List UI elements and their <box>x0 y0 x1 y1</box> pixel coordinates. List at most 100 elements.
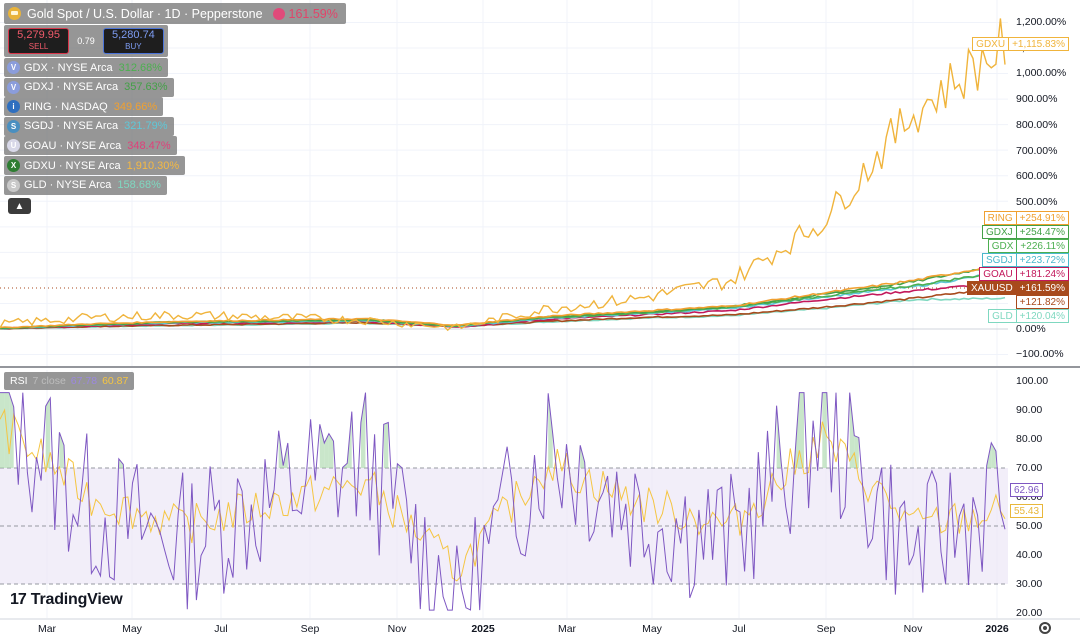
rsi-legend[interactable]: RSI 7 close 67.78 60.87 <box>4 372 135 390</box>
price-axis-label: 1,000.00% <box>1016 67 1067 79</box>
rsi-overbought-fill <box>383 422 389 468</box>
series-tag-value: +121.82% <box>1015 295 1069 309</box>
rsi-overbought-fill <box>849 392 855 468</box>
rsi-ma-line <box>0 408 1006 582</box>
tradingview-logo-mark: 17 <box>10 591 27 608</box>
rsi-ma-value: 60.87 <box>102 375 129 387</box>
tradingview-logo-text: TradingView <box>30 591 123 608</box>
rsi-overbought-fill <box>328 433 334 468</box>
series-tag-value: +226.11% <box>1016 239 1069 253</box>
symbol-logo-icon: X <box>7 159 20 172</box>
time-axis-label: 2025 <box>471 623 495 635</box>
buy-button[interactable]: 5,280.74 BUY <box>102 28 164 54</box>
series-price-tag: SGDJ +223.72% <box>982 253 1069 267</box>
symbol-logo-icon: V <box>7 80 20 94</box>
legend-row[interactable]: i RING · NASDAQ 349.66% <box>4 97 164 117</box>
legend-value: 348.47% <box>127 139 171 152</box>
sell-button[interactable]: 5,279.95 SELL <box>8 28 70 54</box>
legend-row[interactable]: X GDXU · NYSE Arca 1,910.30% <box>4 156 186 175</box>
series-price-tag: +121.82% <box>1015 295 1069 309</box>
rsi-overbought-fill <box>548 393 553 468</box>
series-price-tag: RING +254.91% <box>983 211 1069 225</box>
tradingview-logo[interactable]: 17 TradingView <box>10 591 123 609</box>
legend-row[interactable]: S GLD · NYSE Arca 158.68% <box>4 175 167 195</box>
buy-price: 5,280.74 <box>111 29 155 41</box>
symbol-logo-icon: i <box>7 100 20 114</box>
rsi-overbought-fill <box>59 432 64 468</box>
time-axis-label: May <box>122 623 142 635</box>
series-tag-symbol: XAUUSD <box>966 281 1016 295</box>
rsi-axis-label: 80.00 <box>1016 433 1043 445</box>
rsi-overbought-fill <box>319 424 325 468</box>
symbol-logo-icon: V <box>7 61 20 74</box>
series-line-gdxu <box>0 18 1006 332</box>
series-price-tag: GDX +226.11% <box>987 239 1069 253</box>
sell-price: 5,279.95 <box>17 29 60 41</box>
rsi-params: 7 close <box>32 375 66 387</box>
rsi-overbought-fill <box>45 398 51 468</box>
legend-value: 1,910.30% <box>126 159 180 172</box>
time-axis-label: Nov <box>387 623 407 635</box>
legend-row[interactable]: V GDX · NYSE Arca 312.68% <box>4 58 169 77</box>
time-axis-label: Sep <box>300 623 320 635</box>
rsi-tag-value: 55.43 <box>1010 504 1044 518</box>
time-axis-label: Nov <box>903 623 923 635</box>
series-price-tag: GLD +120.04% <box>988 309 1069 323</box>
symbol-logo-icon: U <box>7 139 20 153</box>
series-tag-value: +254.47% <box>1015 225 1069 239</box>
rsi-tag-value: 62.96 <box>1010 483 1044 497</box>
legend-value: 321.79% <box>124 120 168 133</box>
legend-value: 349.66% <box>113 100 158 113</box>
legend-value: 312.68% <box>118 61 163 74</box>
rsi-axis-label: 90.00 <box>1016 404 1043 416</box>
price-axis-label: 600.00% <box>1016 170 1058 182</box>
price-axis-label: 900.00% <box>1016 93 1058 105</box>
rsi-axis-label: 100.00 <box>1016 375 1049 387</box>
price-axis-label: 500.00% <box>1016 196 1058 208</box>
rsi-overbought-fill <box>0 392 5 468</box>
time-axis-label: Jul <box>732 623 746 635</box>
symbol-title: Gold Spot / U.S. Dollar · 1D · Peppersto… <box>27 6 263 21</box>
rsi-axis-label: 50.00 <box>1016 520 1043 532</box>
series-tag-symbol: GDXJ <box>982 225 1016 239</box>
series-tag-symbol: GLD <box>988 309 1016 323</box>
series-price-tag: GDXJ +254.47% <box>982 225 1069 239</box>
rsi-axis-label: 30.00 <box>1016 578 1043 590</box>
legend-row[interactable]: U GOAU · NYSE Arca 348.47% <box>4 136 177 156</box>
price-axis-label: 700.00% <box>1016 145 1058 157</box>
rsi-label: RSI <box>10 375 28 387</box>
series-price-tag: XAUUSD +161.59% <box>966 281 1069 295</box>
symbol-change-value: 161.59% <box>288 6 338 21</box>
rsi-axis-label: 20.00 <box>1016 607 1043 619</box>
series-tag-value: +120.04% <box>1015 309 1069 323</box>
series-tag-value: +161.59% <box>1015 281 1069 295</box>
legend-symbol: GLD · NYSE Arca <box>24 179 112 192</box>
series-tag-symbol: GDX <box>987 239 1017 253</box>
collapse-legend-button[interactable]: ▲ <box>8 198 31 214</box>
time-axis-label: Mar <box>37 623 57 635</box>
series-line-xauusd <box>0 287 1006 330</box>
series-tag-symbol: GDXU <box>972 37 1009 51</box>
symbol-logo-icon: S <box>7 119 20 133</box>
chevron-up-icon: ▲ <box>14 200 25 212</box>
rsi-value: 67.78 <box>70 375 98 387</box>
rsi-overbought-fill <box>118 458 124 468</box>
settings-gear-icon[interactable] <box>1039 622 1051 634</box>
legend-value: 158.68% <box>117 179 161 192</box>
rsi-line <box>0 392 1006 611</box>
trade-panel: 5,279.95 SELL 0.79 5,280.74 BUY <box>4 25 168 57</box>
symbol-logo-icon: S <box>7 178 20 192</box>
series-tag-value: +181.24% <box>1015 267 1069 281</box>
legend-symbol: GOAU · NYSE Arca <box>24 139 122 152</box>
symbol-title-bar[interactable]: Gold Spot / U.S. Dollar · 1D · Peppersto… <box>4 3 346 24</box>
series-price-tag: GOAU +181.24% <box>979 267 1069 281</box>
legend-symbol: GDXU · NYSE Arca <box>24 159 121 172</box>
legend-row[interactable]: V GDXJ · NYSE Arca 357.63% <box>4 77 174 97</box>
legend-row[interactable]: S SGDJ · NYSE Arca 321.79% <box>4 116 174 136</box>
spread-value: 0.79 <box>77 36 95 46</box>
series-tag-symbol: RING <box>983 211 1016 225</box>
rsi-value-tag: 55.43 <box>1010 504 1044 518</box>
time-axis-label: Sep <box>816 623 836 635</box>
gold-symbol-icon <box>8 7 21 20</box>
